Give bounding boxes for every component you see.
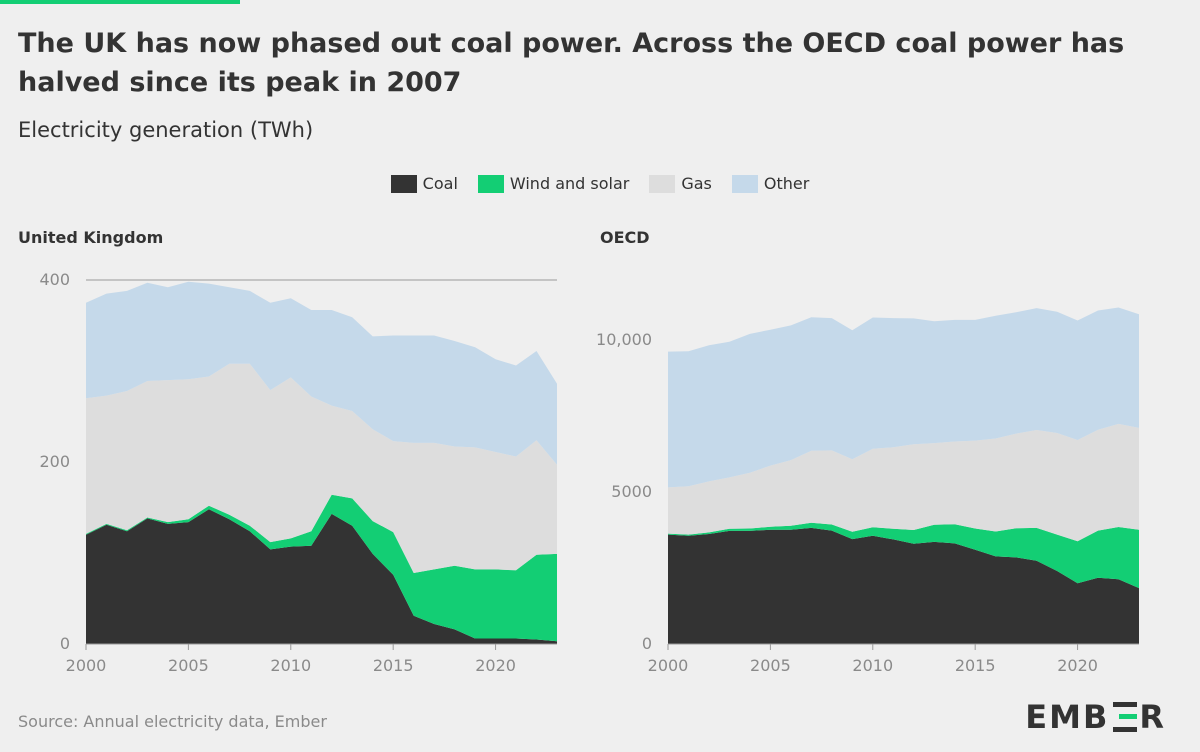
- x-tick-label-oecd: 2000: [648, 656, 689, 675]
- y-tick-label-oecd: 0: [642, 634, 652, 653]
- area-uk-other: [86, 281, 557, 465]
- legend-label-coal: Coal: [422, 174, 458, 193]
- chart-subtitle: Electricity generation (TWh): [18, 118, 314, 142]
- x-tick-label-oecd: 2015: [955, 656, 996, 675]
- x-tick-label-oecd: 2010: [852, 656, 893, 675]
- y-tick-label-oecd: 5000: [611, 482, 652, 501]
- area-uk-coal: [86, 509, 557, 644]
- legend-item-wind-solar: Wind and solar: [477, 174, 630, 193]
- x-tick-label-uk: 2005: [168, 656, 209, 675]
- legend-label-other: Other: [763, 174, 810, 193]
- x-tick-label-oecd: 2005: [750, 656, 791, 675]
- y-tick-label-uk: 200: [39, 452, 70, 471]
- x-tick-label-uk: 2000: [66, 656, 107, 675]
- y-tick-label-uk: 0: [60, 634, 70, 653]
- legend-item-gas: Gas: [649, 174, 712, 193]
- legend-label-gas: Gas: [681, 174, 712, 193]
- legend: Coal Wind and solar Gas Other: [0, 174, 1200, 193]
- legend-swatch-other: [731, 174, 758, 193]
- legend-swatch-gas: [649, 174, 676, 193]
- source-note: Source: Annual electricity data, Ember: [18, 712, 327, 731]
- y-tick-label-uk: 400: [39, 270, 70, 289]
- legend-item-coal: Coal: [390, 174, 458, 193]
- ember-logo: EMB R: [1025, 698, 1166, 736]
- x-tick-label-oecd: 2020: [1057, 656, 1098, 675]
- x-tick-label-uk: 2010: [270, 656, 311, 675]
- y-tick-label-oecd: 10,000: [596, 330, 652, 349]
- logo-text-part2: R: [1139, 698, 1166, 736]
- panel-title-oecd: OECD: [600, 228, 650, 247]
- x-tick-label-uk: 2015: [373, 656, 414, 675]
- area-oecd-wind-solar: [668, 522, 1139, 589]
- area-uk-wind-solar: [86, 494, 557, 642]
- legend-swatch-coal: [390, 174, 417, 193]
- logo-e-mark: [1111, 702, 1138, 732]
- area-oecd-other: [668, 307, 1139, 488]
- area-oecd-coal: [668, 527, 1139, 644]
- area-uk-gas: [86, 363, 557, 573]
- legend-item-other: Other: [731, 174, 810, 193]
- logo-text-part1: EMB: [1025, 698, 1110, 736]
- panel-title-uk: United Kingdom: [18, 228, 164, 247]
- legend-label-wind-solar: Wind and solar: [509, 174, 630, 193]
- area-oecd-gas: [668, 423, 1139, 542]
- chart-title: The UK has now phased out coal power. Ac…: [18, 28, 1125, 98]
- x-tick-label-uk: 2020: [475, 656, 516, 675]
- legend-swatch-wind-solar: [477, 174, 504, 193]
- top-accent-bar: [0, 0, 240, 4]
